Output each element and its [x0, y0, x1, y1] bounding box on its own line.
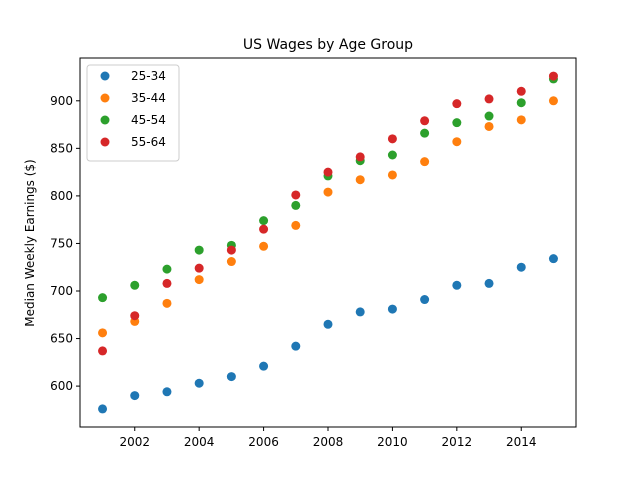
data-point	[452, 99, 462, 109]
data-point	[323, 319, 333, 329]
data-point	[162, 278, 172, 288]
data-point	[484, 94, 494, 104]
data-point	[420, 128, 430, 138]
chart-title: US Wages by Age Group	[243, 37, 413, 53]
series-55-64	[98, 71, 558, 356]
x-tick-label: 2012	[442, 435, 473, 449]
legend: 25-34 35-44 45-54 55-64	[86, 64, 180, 162]
y-tick-label: 750	[50, 236, 73, 250]
axes-frame	[79, 57, 577, 428]
data-point	[548, 254, 558, 264]
data-point	[194, 378, 204, 388]
legend-marker	[100, 115, 110, 125]
x-tick-label: 2014	[506, 435, 537, 449]
data-point	[130, 311, 140, 321]
x-tick-label: 2010	[377, 435, 408, 449]
legend-label: 25-34	[131, 69, 166, 83]
data-point	[130, 280, 140, 290]
data-point	[291, 220, 301, 230]
data-point	[98, 328, 108, 338]
legend-label: 35-44	[131, 91, 166, 105]
data-point	[226, 372, 236, 382]
data-point	[194, 275, 204, 285]
data-point	[516, 98, 526, 108]
data-point	[548, 71, 558, 81]
x-tick-label: 2008	[313, 435, 344, 449]
data-point	[259, 361, 269, 371]
legend-marker	[100, 71, 110, 81]
data-point	[484, 121, 494, 131]
x-tick-label: 2002	[119, 435, 150, 449]
data-point	[516, 262, 526, 272]
data-point	[484, 278, 494, 288]
data-point	[387, 150, 397, 160]
plot-area: 2002 2004 2006 2008 2010 2012 2014 600 650 700 750…	[50, 71, 558, 449]
data-point	[452, 118, 462, 128]
data-point	[291, 341, 301, 351]
data-point	[387, 304, 397, 314]
data-point	[355, 175, 365, 185]
legend-box	[86, 64, 180, 162]
y-axis-label: Median Weekly Earnings ($)	[23, 159, 37, 326]
data-point	[484, 111, 494, 121]
data-point	[226, 257, 236, 267]
data-point	[130, 391, 140, 401]
data-point	[548, 96, 558, 106]
data-point	[194, 245, 204, 255]
data-point	[452, 280, 462, 290]
data-point	[98, 404, 108, 414]
y-tick-label: 700	[50, 284, 73, 298]
data-point	[226, 245, 236, 255]
data-point	[420, 116, 430, 126]
data-point	[259, 241, 269, 251]
data-point	[516, 115, 526, 125]
data-point	[162, 264, 172, 274]
data-point	[387, 134, 397, 144]
legend-marker	[100, 93, 110, 103]
y-tick-label: 600	[50, 379, 73, 393]
data-point	[162, 298, 172, 308]
data-point	[194, 263, 204, 273]
data-point	[452, 137, 462, 147]
y-tick-label: 850	[50, 141, 73, 155]
x-tick-label: 2006	[248, 435, 279, 449]
data-point	[323, 167, 333, 177]
legend-label: 55-64	[131, 135, 166, 149]
x-tick-label: 2004	[184, 435, 215, 449]
data-point	[355, 307, 365, 317]
data-point	[98, 346, 108, 356]
data-point	[420, 295, 430, 305]
data-point	[291, 200, 301, 210]
series-35-44	[98, 96, 558, 338]
legend-label: 45-54	[131, 113, 166, 127]
y-tick-label: 900	[50, 94, 73, 108]
data-point	[259, 216, 269, 226]
data-point	[420, 157, 430, 167]
data-point	[323, 187, 333, 197]
data-point	[387, 170, 397, 180]
data-point	[98, 293, 108, 303]
data-point	[162, 387, 172, 397]
data-point	[355, 152, 365, 162]
data-point	[259, 224, 269, 234]
data-point	[291, 190, 301, 200]
legend-marker	[100, 137, 110, 147]
y-tick-label: 650	[50, 332, 73, 346]
series-25-34	[98, 254, 558, 414]
data-point	[516, 86, 526, 96]
y-tick-label: 800	[50, 189, 73, 203]
